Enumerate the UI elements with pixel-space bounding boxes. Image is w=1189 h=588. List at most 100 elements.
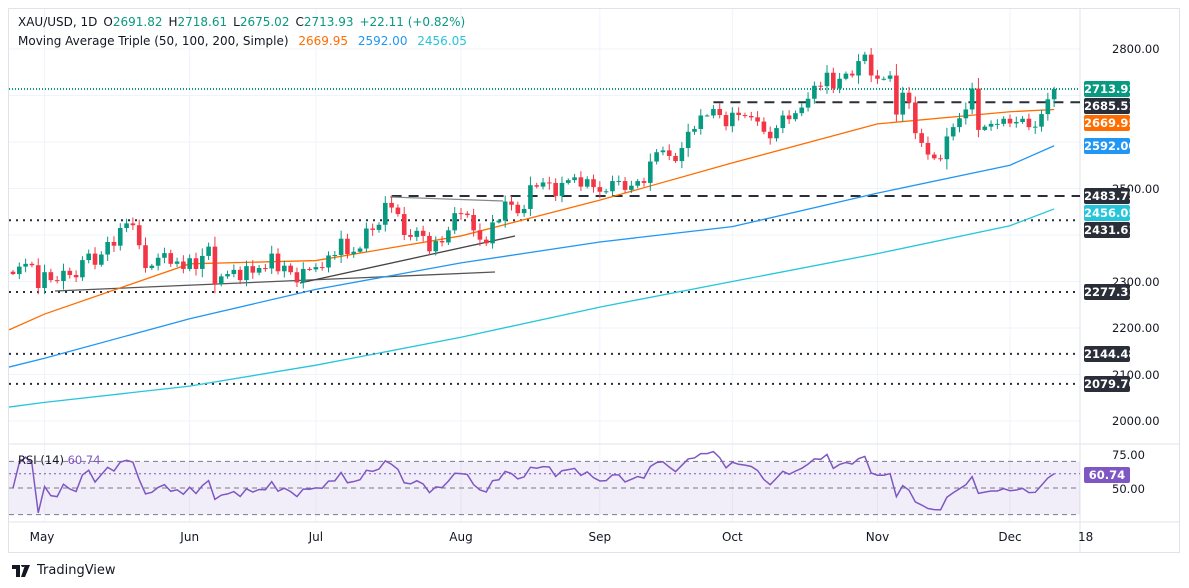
candle: [181, 255, 186, 274]
candle-body: [155, 257, 161, 266]
candle: [944, 127, 950, 170]
candle-body: [86, 253, 92, 261]
candle-body: [1026, 118, 1032, 128]
tradingview-logo[interactable]: TradingView: [12, 563, 116, 578]
candle: [913, 96, 918, 140]
candle: [774, 125, 779, 142]
ohlc-close: C2713.93: [295, 15, 354, 29]
candle: [187, 254, 192, 272]
candle-body: [528, 185, 533, 209]
candle: [225, 270, 230, 279]
candle: [824, 65, 830, 94]
candle: [767, 126, 773, 145]
candle: [237, 266, 243, 285]
candle: [42, 264, 47, 295]
candle: [799, 103, 805, 117]
candle: [345, 233, 350, 259]
candle-body: [919, 133, 924, 143]
candle: [786, 110, 792, 124]
candle: [1026, 113, 1032, 131]
price-tag: 2431.61: [1084, 222, 1137, 239]
candle-body: [275, 253, 281, 272]
candle: [408, 229, 413, 241]
candle-body: [957, 118, 962, 128]
candle: [427, 232, 432, 255]
candle: [206, 242, 211, 260]
candle-body: [553, 182, 558, 196]
candle-body: [313, 267, 319, 270]
candle-body: [767, 131, 773, 139]
candle: [565, 178, 571, 185]
trendline: [54, 271, 496, 292]
candle-body: [136, 225, 142, 246]
candle: [382, 196, 388, 232]
candle-body: [629, 185, 634, 190]
candle-body: [124, 223, 129, 229]
candle: [572, 173, 577, 183]
candle: [755, 111, 760, 126]
candle: [957, 113, 962, 133]
candle-body: [231, 269, 237, 275]
candle: [547, 176, 552, 190]
candle: [326, 251, 331, 273]
candle-body: [748, 115, 754, 118]
candle: [143, 237, 148, 273]
candle-body: [471, 215, 476, 231]
candle: [969, 82, 975, 115]
candle-body: [452, 213, 457, 231]
candle-body: [382, 202, 388, 225]
candle: [502, 195, 508, 228]
candle-body: [61, 270, 66, 282]
candle: [666, 144, 672, 161]
candle-body: [237, 269, 243, 281]
candle: [174, 257, 180, 267]
candle: [263, 264, 268, 272]
candle: [117, 223, 123, 251]
rsi-value-tag: 60.74: [1084, 467, 1130, 483]
candle: [1001, 116, 1006, 127]
rsi-legend[interactable]: RSI (14) 60.74: [18, 453, 101, 467]
candle: [641, 177, 647, 187]
candle: [704, 114, 710, 117]
candle: [420, 225, 426, 242]
symbol-name: XAU/USD, 1D: [18, 15, 98, 29]
candle: [105, 236, 110, 261]
ma100-line: [8, 145, 1055, 368]
candle-body: [490, 222, 495, 244]
candle: [256, 265, 262, 276]
candle: [635, 178, 640, 189]
candle: [610, 175, 615, 197]
candle: [1051, 86, 1057, 108]
candle-body: [496, 220, 502, 223]
candle-body: [597, 187, 603, 192]
candle: [584, 176, 590, 189]
candle: [433, 236, 439, 256]
candle-body: [212, 246, 218, 285]
candle-body: [799, 107, 805, 114]
candle: [401, 207, 407, 240]
candle-body: [509, 201, 514, 205]
ma50-value: 2669.95: [298, 34, 348, 48]
candle: [509, 196, 514, 211]
candle-body: [168, 253, 174, 264]
price-tick-label: 2800.00: [1112, 42, 1160, 56]
candle: [654, 149, 659, 165]
candle: [748, 111, 754, 121]
candle-body: [370, 228, 375, 230]
candle: [86, 249, 92, 264]
candle-body: [244, 266, 249, 281]
ma-legend[interactable]: Moving Average Triple (50, 100, 200, Sim…: [18, 34, 473, 48]
candle-body: [685, 131, 691, 149]
candle: [900, 86, 906, 122]
candle: [553, 178, 558, 202]
candle-body: [54, 280, 60, 282]
candle: [730, 107, 735, 133]
candle: [275, 248, 281, 275]
candle-body: [540, 182, 546, 187]
candle-body: [641, 181, 647, 183]
candle: [736, 107, 741, 121]
ma50-line: [8, 108, 1055, 331]
candle: [534, 182, 540, 189]
candle-body: [925, 142, 931, 155]
